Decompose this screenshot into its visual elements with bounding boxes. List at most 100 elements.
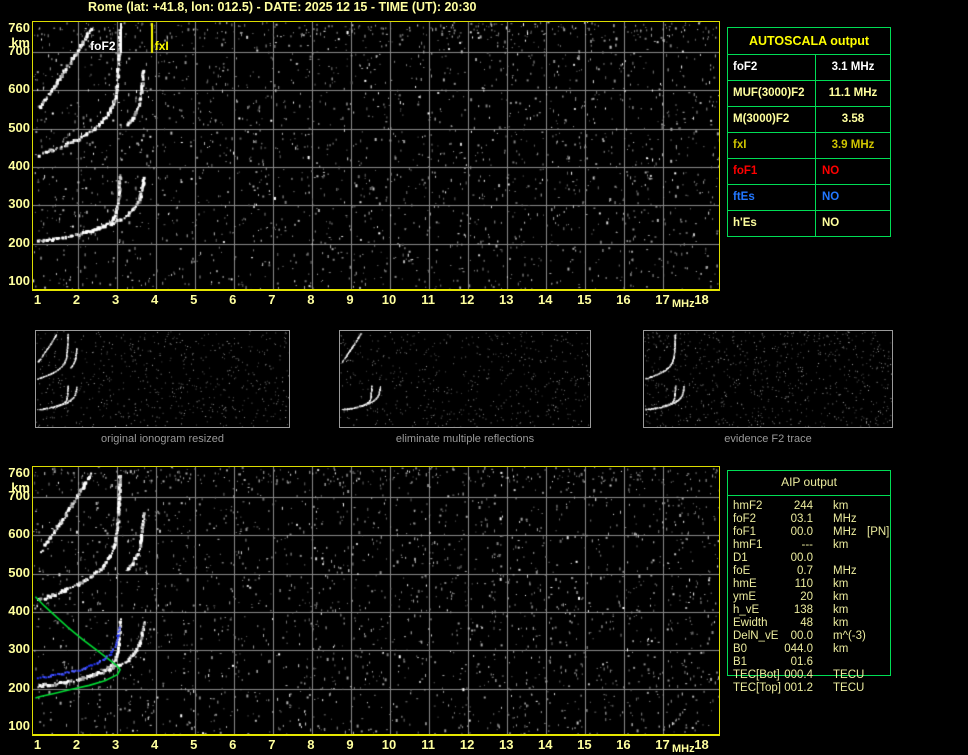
aip-lab: B0 [733,643,748,655]
aip-table-rows: hmF2 244 km foF2 03.1 MHz foF1 00.0 MHz [PN] hmF1 -… [727,500,893,695]
autoscala-row-value: NO [822,165,840,177]
aip-table-border [727,470,891,676]
top-x-axis-unit: MHz [672,298,695,310]
aip-lab: hmF1 [733,539,763,551]
autoscala-row-value: 11.1 MHz [828,87,878,99]
aip-lab: D1 [733,552,748,564]
top-x-tick-label: 13 [498,292,514,307]
top-y-tick-label: 700 [8,43,30,59]
top-y-tick-label: 200 [8,234,30,250]
autoscala-table-title: AUTOSCALA output [728,28,890,55]
panel-caption-eliminate: eliminate multiple reflections [395,433,535,445]
aip-unit: km [833,617,849,629]
panel-eliminate-reflections [339,330,591,428]
bot-x-tick-label: 1 [33,737,42,752]
bot-x-tick-label: 12 [459,737,475,752]
aip-unit: TECU [833,669,865,681]
bot-y-tick-label: 400 [8,603,30,619]
autoscala-output-table: AUTOSCALA output foF2 3.1 MHz MUF(3000)F2 1… [727,27,891,237]
aip-row-foE: foE 0.7 MHz [727,565,893,578]
panel-evidence-f2 [643,330,893,428]
aip-unit: MHz [833,513,857,525]
aip-val: 03.1 [790,513,813,525]
aip-val: 48 [800,617,813,629]
bottom-ionogram-canvas [33,467,719,734]
marker-label-fxI: fxI [154,39,169,53]
bot-x-tick-label: 2 [72,737,81,752]
aip-unit: m^(-3) [833,630,866,642]
top-x-tick-label: 14 [538,292,553,307]
autoscala-row-label: foF1 [728,159,816,184]
autoscala-row-label: M(3000)F2 [728,107,816,132]
aip-row-TEC[Top]: TEC[Top] 001.2 TECU [727,682,893,695]
bot-x-tick-label: 16 [616,737,631,752]
autoscala-row-value: 3.9 MHz [831,139,875,151]
aip-val: --- [801,539,814,551]
top-y-axis-unit: km [11,35,30,50]
aip-row-ymE: ymE 20 km [727,591,893,604]
bot-y-tick-label: 500 [8,564,30,580]
aip-val: 044.0 [784,643,813,655]
autoscala-row-MUF(3000)F2: MUF(3000)F2 11.1 MHz [728,81,890,107]
aip-header-divider [727,495,891,496]
aip-lab: h_vE [733,604,760,616]
bot-x-tick-label: 6 [229,737,237,752]
autoscala-row-value: NO [822,217,840,229]
bot-x-tick-label: 8 [307,737,315,752]
panel-caption-original: original ionogram resized [101,433,224,445]
top-x-tick-label: 17 [655,292,670,307]
aip-lab: foF2 [733,513,757,525]
aip-unit: TECU [833,682,865,694]
aip-lab: Ewidth [733,617,768,629]
autoscala-row-value: 3.1 MHz [831,61,875,73]
aip-row-h_vE: h_vE 138 km [727,604,893,617]
bot-x-tick-label: 7 [268,737,276,752]
aip-table-title: AIP output [781,475,837,489]
bot-x-tick-label: 3 [111,737,120,752]
aip-lab: foE [733,565,751,577]
aip-row-B0: B0 044.0 km [727,643,893,656]
bot-y-tick-label: 100 [8,718,30,734]
bot-y-axis-unit: km [11,480,30,495]
aip-row-TEC[Bot]: TEC[Bot] 000.4 TECU [727,669,893,682]
autoscala-row-label: h'Es [728,211,816,236]
marker-label-foF2: foF2 [90,39,116,53]
aip-unit: km [833,604,849,616]
aip-row-Ewidth: Ewidth 48 km [727,617,893,630]
panel-eliminate-canvas [340,331,590,427]
top-y-tick-label: 400 [8,158,30,174]
top-x-tick-label: 8 [307,292,315,307]
aip-val: 01.6 [790,656,813,668]
aip-lab: hmF2 [733,500,763,512]
top-x-tick-label: 12 [459,292,475,307]
panel-evidence-canvas [644,331,892,427]
top-x-tick-label: 11 [421,292,435,307]
bot-x-tick-label: 18 [694,737,709,752]
top-x-tick-label: 2 [72,292,81,307]
autoscala-table-rows: foF2 3.1 MHz MUF(3000)F2 11.1 MHz M(3000)F2 3… [728,55,890,236]
autoscala-row-fxI: fxI 3.9 MHz [728,133,890,159]
bot-y-tick-label: 760 [8,465,30,480]
panel-original-canvas [36,331,289,427]
aip-unit: km [833,643,849,655]
aip-val: 20 [800,591,813,603]
top-x-tick-label: 18 [694,292,709,307]
autoscala-row-ftEs: ftEs NO [728,185,890,211]
autoscala-row-label: MUF(3000)F2 [728,81,816,106]
bot-y-tick-label: 700 [8,488,30,504]
autoscala-row-foF2: foF2 3.1 MHz [728,55,890,81]
aip-row-hmE: hmE 110 km [727,578,893,591]
aip-val: 00.0 [790,526,813,538]
top-x-tick-label: 16 [616,292,631,307]
aip-row-hmF2: hmF2 244 km [727,500,893,513]
bot-x-tick-label: 5 [190,737,198,752]
aip-lab: DelN_vE [733,630,779,642]
top-x-tick-label: 1 [33,292,42,307]
autoscala-row-value: 3.58 [841,113,865,125]
bot-x-tick-label: 10 [381,737,397,752]
bot-x-tick-label: 17 [655,737,670,752]
aip-note: [PN] [867,526,890,538]
bot-y-tick-label: 600 [8,526,30,542]
aip-val: 244 [793,500,813,512]
